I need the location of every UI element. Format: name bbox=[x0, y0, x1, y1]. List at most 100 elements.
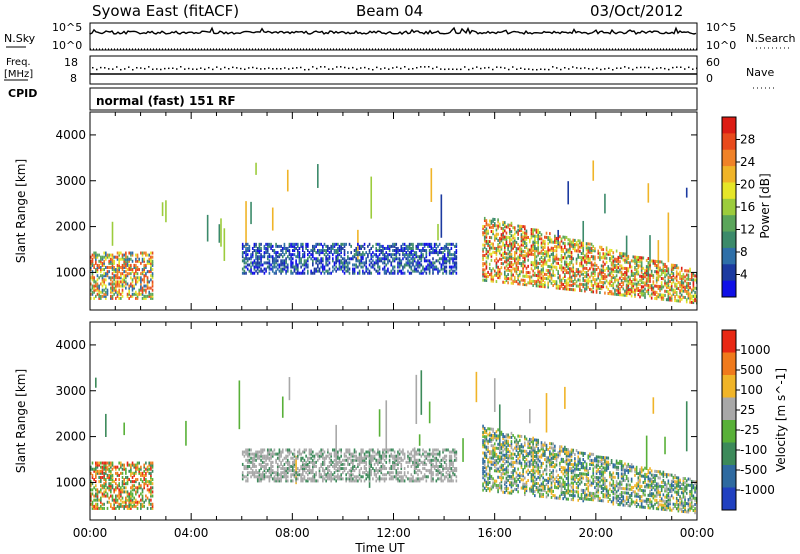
data-cell bbox=[415, 458, 418, 462]
data-cell bbox=[370, 464, 373, 468]
data-cell bbox=[283, 456, 286, 460]
data-cell bbox=[377, 460, 379, 464]
data-cell bbox=[362, 269, 364, 273]
data-cell bbox=[594, 267, 596, 271]
data-cell bbox=[562, 256, 564, 260]
data-cell bbox=[545, 231, 548, 235]
data-cell bbox=[580, 243, 583, 247]
data-cell bbox=[270, 475, 272, 479]
data-cell bbox=[418, 469, 421, 473]
data-cell bbox=[285, 467, 287, 471]
data-cell bbox=[380, 464, 383, 468]
data-cell bbox=[625, 283, 628, 287]
data-cell bbox=[500, 233, 503, 237]
data-cell bbox=[505, 268, 508, 272]
data-cell bbox=[305, 454, 307, 458]
data-cell bbox=[524, 256, 526, 260]
data-cell bbox=[362, 475, 364, 479]
data-cell bbox=[256, 265, 259, 269]
data-cell bbox=[622, 258, 625, 262]
data-cell bbox=[420, 471, 423, 475]
data-cell bbox=[649, 275, 651, 279]
data-cell bbox=[266, 257, 269, 261]
data-cell bbox=[510, 254, 513, 258]
data-cell bbox=[540, 245, 543, 249]
data-cell bbox=[313, 249, 316, 253]
data-cell bbox=[575, 267, 578, 271]
data-cell bbox=[418, 261, 421, 265]
data-cell bbox=[308, 251, 311, 255]
data-cell bbox=[395, 462, 398, 466]
data-cell bbox=[534, 234, 536, 238]
data-cell bbox=[554, 236, 556, 240]
data-cell bbox=[685, 277, 688, 281]
data-cell bbox=[397, 479, 399, 483]
data-cell bbox=[393, 257, 396, 261]
data-cell bbox=[90, 482, 92, 486]
data-cell bbox=[150, 492, 152, 496]
data-cell bbox=[550, 275, 553, 279]
data-cell bbox=[529, 248, 531, 252]
data-cell bbox=[350, 469, 353, 473]
data-cell bbox=[482, 262, 484, 266]
data-cell bbox=[286, 265, 289, 269]
data-cell bbox=[276, 244, 279, 248]
data-cell bbox=[432, 462, 434, 466]
data-cell bbox=[312, 253, 314, 257]
data-cell bbox=[106, 272, 109, 276]
data-cell bbox=[390, 477, 393, 481]
data-cell bbox=[91, 253, 94, 257]
data-cell bbox=[118, 288, 120, 292]
data-cell bbox=[687, 281, 690, 285]
data-cell bbox=[115, 274, 117, 278]
data-cell bbox=[432, 450, 434, 454]
data-cell bbox=[320, 450, 322, 454]
colorbar-tick-label: 28 bbox=[740, 133, 755, 147]
data-cell bbox=[296, 456, 299, 460]
data-cell bbox=[408, 251, 411, 255]
data-cell bbox=[625, 258, 628, 262]
data-cell bbox=[635, 261, 638, 265]
data-cell bbox=[425, 249, 428, 253]
data-cell bbox=[684, 287, 686, 291]
data-cell bbox=[547, 277, 549, 281]
data-cell bbox=[136, 268, 139, 272]
data-cell bbox=[307, 253, 309, 257]
data-cell bbox=[322, 448, 324, 452]
data-cell bbox=[677, 266, 680, 270]
data-cell bbox=[487, 254, 489, 258]
data-cell bbox=[554, 259, 556, 263]
nave-dot bbox=[428, 66, 430, 68]
data-cell bbox=[310, 253, 312, 257]
nave-dot bbox=[624, 66, 626, 68]
data-cell bbox=[415, 253, 418, 257]
data-cell bbox=[634, 276, 636, 280]
data-cell bbox=[657, 284, 660, 288]
data-cell bbox=[407, 263, 409, 267]
data-cell bbox=[270, 460, 272, 464]
data-cell bbox=[96, 465, 99, 469]
data-cell bbox=[307, 249, 309, 253]
data-cell bbox=[320, 448, 322, 452]
data-cell bbox=[674, 264, 676, 268]
data-cell bbox=[592, 290, 595, 294]
data-cell bbox=[549, 236, 551, 240]
data-cell bbox=[684, 275, 686, 279]
data-cell bbox=[105, 469, 107, 473]
data-cell bbox=[125, 504, 127, 508]
data-cell bbox=[503, 247, 506, 251]
data-cell bbox=[410, 464, 413, 468]
data-cell bbox=[305, 244, 307, 248]
data-cell bbox=[383, 261, 386, 265]
data-cell bbox=[433, 261, 436, 265]
data-cell bbox=[245, 458, 247, 462]
data-cell bbox=[532, 230, 534, 234]
data-cell bbox=[101, 274, 104, 278]
data-cell bbox=[390, 448, 393, 452]
data-cell bbox=[116, 274, 119, 278]
data-cell bbox=[692, 286, 695, 290]
data-cell bbox=[617, 255, 620, 259]
data-cell bbox=[353, 271, 356, 275]
data-cell bbox=[564, 241, 566, 245]
data-cell bbox=[507, 223, 509, 227]
